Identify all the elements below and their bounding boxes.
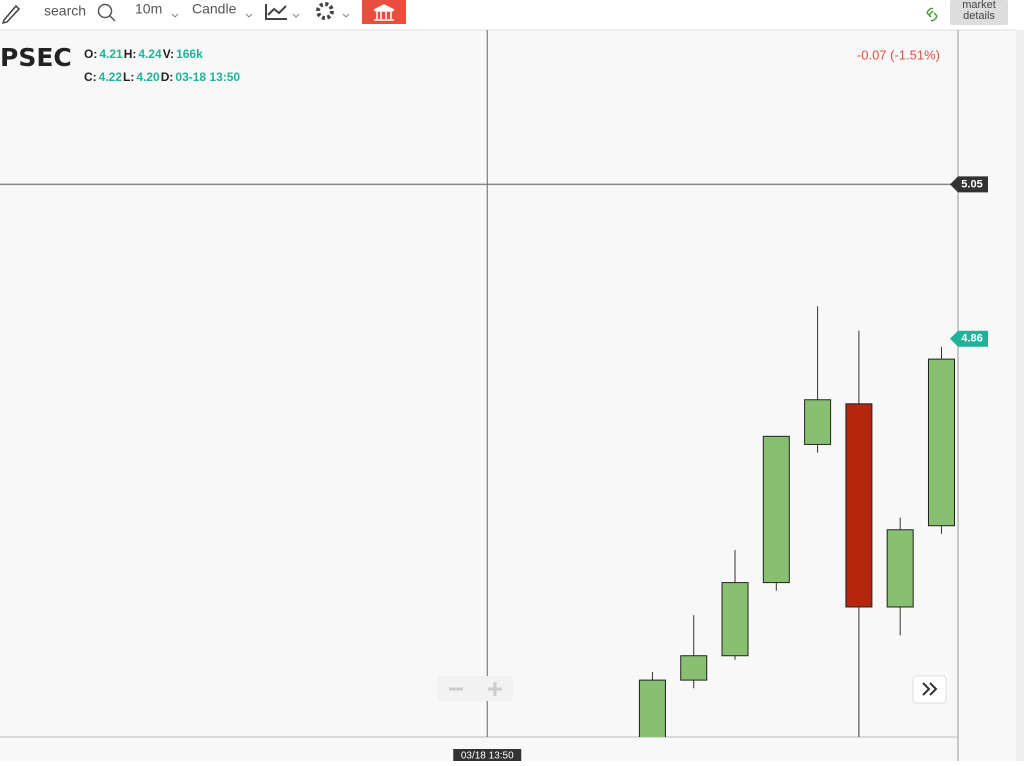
candle-body: [845, 403, 873, 608]
candle-body: [886, 529, 914, 608]
dropdown-arrow: [342, 13, 350, 18]
crosshair-price: 5.05: [961, 178, 982, 190]
candle-body: [638, 679, 666, 737]
dropdown-arrow: [245, 13, 253, 18]
link-icon[interactable]: [926, 7, 938, 22]
field-label: H:: [124, 47, 137, 61]
field-label: O:: [84, 47, 97, 61]
last-price: 4.86: [961, 333, 982, 345]
search-input[interactable]: search: [44, 3, 86, 19]
candle-body: [762, 435, 790, 584]
dropdown-arrow: [171, 13, 179, 18]
field-value: 4.21: [99, 47, 123, 61]
field-label: V:: [163, 47, 174, 61]
search-icon: [109, 15, 116, 22]
search-icon[interactable]: [97, 3, 113, 19]
field-value: 4.22: [99, 70, 123, 84]
interval-select[interactable]: 10m: [135, 1, 162, 17]
field-label: L:: [123, 70, 134, 84]
candle-body: [680, 655, 708, 681]
time-tag: [453, 749, 522, 763]
field-value: 4.20: [136, 70, 160, 84]
toolbar: [0, 0, 1024, 30]
field-value: 4.24: [138, 47, 162, 61]
button-label: details: [963, 10, 995, 22]
button-label: market: [962, 0, 996, 11]
symbol: PSEC: [0, 43, 72, 72]
field-label: D:: [161, 70, 174, 84]
last-price-tag: [950, 330, 988, 347]
field-label: C:: [84, 70, 97, 84]
field-value: 03-18 13:50: [175, 70, 240, 84]
scroll-icon: [922, 682, 938, 696]
zoom-buttons[interactable]: [449, 682, 502, 696]
candle-body: [804, 399, 832, 445]
crosshair-time: 03/18 13:50: [461, 751, 514, 761]
side-panel: [1016, 30, 1024, 761]
style-select[interactable]: Candle: [192, 1, 237, 17]
settings-button[interactable]: [316, 2, 334, 20]
draw-tool[interactable]: [1, 4, 21, 25]
candle-body: [927, 358, 955, 527]
indicators-button[interactable]: [265, 4, 287, 20]
price-tag: [950, 176, 988, 193]
market-details-button[interactable]: [950, 0, 1008, 25]
price-change: -0.07 (-1.51%): [857, 47, 940, 62]
overlay: O: 4.21 H: 4.24 V: 166k C: 4.22 L: 4.20 D: 03-18 13…: [0, 30, 988, 763]
candles: [638, 306, 955, 737]
bank-icon: [373, 4, 395, 21]
field-value: 166k: [176, 47, 203, 61]
candle-body: [721, 582, 749, 657]
dropdown-arrow: [292, 13, 300, 18]
